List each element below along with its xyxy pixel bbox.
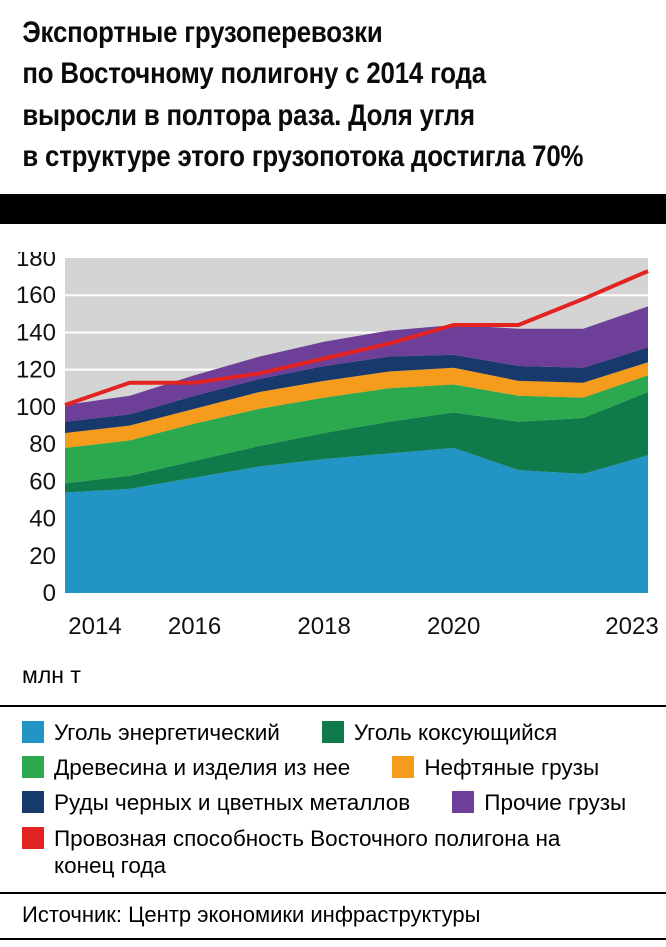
svg-text:2016: 2016 xyxy=(168,613,221,640)
svg-text:160: 160 xyxy=(16,282,56,309)
legend-bottom-rule xyxy=(0,891,666,894)
legend-item: Нефтяные грузы xyxy=(392,754,599,781)
area-series-2 xyxy=(65,374,648,483)
legend-item: Уголь энергетический xyxy=(22,719,280,746)
svg-text:180: 180 xyxy=(16,252,56,272)
capacity-line xyxy=(64,268,649,407)
legend-swatch xyxy=(22,720,44,743)
area-series-0 xyxy=(65,447,648,593)
legend-swatch xyxy=(392,756,415,778)
stacked-area-chart: 0 20 40 60 80 100 120 140 160 180 2014 2016 2018 2020… xyxy=(16,252,659,640)
legend-swatch xyxy=(22,756,44,778)
bottom-rule xyxy=(0,937,666,940)
legend-item: Древесина и изделия из нее xyxy=(22,754,350,781)
legend-top-rule xyxy=(0,704,666,707)
svg-text:2014: 2014 xyxy=(68,613,121,640)
source-label: Источник: Центр экономики инфраструктуры xyxy=(22,901,481,927)
area-series-5 xyxy=(65,305,648,422)
legend-swatch xyxy=(22,791,44,814)
legend-item: Уголь коксующийся xyxy=(321,719,558,746)
svg-text:0: 0 xyxy=(43,580,56,607)
svg-text:40: 40 xyxy=(29,505,56,532)
legend-label: Уголь энергетический xyxy=(54,719,280,745)
title-divider-band xyxy=(0,193,666,224)
svg-text:2020: 2020 xyxy=(427,613,480,640)
legend-item: Прочие грузы xyxy=(452,789,626,816)
legend-swatch xyxy=(321,720,344,743)
legend-label: Древесина и изделия из нее xyxy=(54,755,351,780)
legend-label: Провозная способность Восточного полигон… xyxy=(54,825,561,879)
legend-label: Уголь коксующийся xyxy=(353,719,558,745)
svg-text:140: 140 xyxy=(16,319,56,346)
svg-text:80: 80 xyxy=(29,431,56,458)
legend-label: Руды черных и цветных металлов xyxy=(54,790,411,816)
svg-text:2018: 2018 xyxy=(297,613,350,640)
x-axis-labels: 2014 2016 2018 2020 2023 xyxy=(68,613,658,640)
svg-text:60: 60 xyxy=(29,468,56,495)
units-label: млн т xyxy=(22,661,81,688)
legend: Уголь энергетический Уголь коксующийся Дре… xyxy=(0,707,666,892)
area-series-4 xyxy=(65,346,648,433)
legend-item: Руды черных и цветных металлов xyxy=(22,789,410,816)
svg-text:20: 20 xyxy=(29,542,56,569)
headline-line: Экспортные грузоперевозки xyxy=(22,16,383,49)
headline-line: в структуре этого грузопотока достигла 7… xyxy=(22,140,584,174)
headline: Экспортные грузоперевозки по Восточному … xyxy=(0,0,664,178)
y-axis-labels: 0 20 40 60 80 100 120 140 160 180 xyxy=(16,252,56,607)
headline-line: по Восточному полигону с 2014 года xyxy=(22,57,486,91)
svg-text:120: 120 xyxy=(16,356,56,383)
svg-text:2023: 2023 xyxy=(605,613,658,640)
legend-label: Прочие грузы xyxy=(484,790,627,816)
headline-line: выросли в полтора раза. Доля угля xyxy=(22,98,475,132)
area-series-1 xyxy=(65,391,648,493)
legend-swatch xyxy=(22,826,44,849)
legend-swatch xyxy=(452,791,475,814)
freight-chart: 0 20 40 60 80 100 120 140 160 180 2014 2016 2018 2020… xyxy=(0,252,666,689)
area-series-3 xyxy=(65,361,648,448)
svg-text:100: 100 xyxy=(16,393,56,420)
legend-label: Нефтяные грузы xyxy=(424,755,600,780)
legend-item: Провозная способность Восточного полигон… xyxy=(22,825,589,880)
